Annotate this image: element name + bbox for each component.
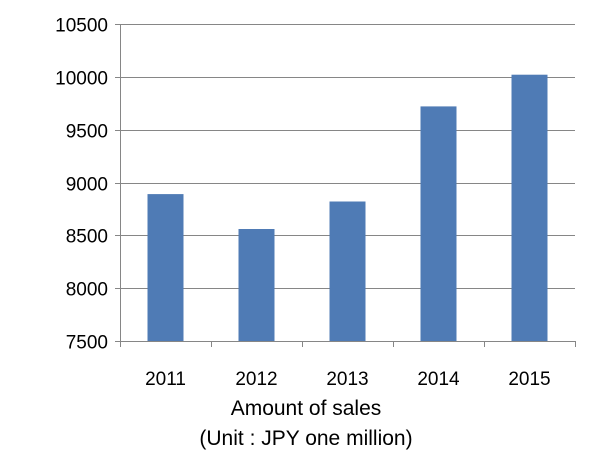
x-axis-subtitle: (Unit : JPY one million) [199, 427, 412, 450]
bars [147, 74, 548, 342]
x-tick-label: 2015 [508, 369, 550, 390]
y-tick-labels: 7500 8000 8500 9000 9500 10000 10500 [55, 16, 108, 354]
y-tick-label: 10000 [55, 69, 108, 90]
y-tick-label: 10500 [55, 16, 108, 37]
y-tick-label: 8500 [66, 227, 108, 248]
bar-2012 [238, 229, 275, 341]
y-tick-label: 8000 [66, 280, 108, 301]
y-tick-label: 9500 [66, 122, 108, 143]
bar-2011 [147, 194, 184, 341]
axes [115, 24, 576, 347]
x-axis-title: Amount of sales [231, 397, 382, 420]
x-tick-label: 2014 [417, 369, 460, 390]
y-tick-label: 9000 [66, 175, 108, 196]
bar-2015 [511, 74, 548, 341]
gridlines [120, 24, 575, 289]
y-tick-label: 7500 [66, 333, 108, 354]
x-tick-labels: 2011 2012 2013 2014 2015 [145, 369, 551, 390]
x-tick-label: 2011 [145, 369, 186, 390]
x-tick-label: 2012 [235, 369, 277, 390]
bar-2014 [420, 106, 457, 342]
bar-2013 [329, 201, 366, 341]
x-tick-label: 2013 [326, 369, 368, 390]
